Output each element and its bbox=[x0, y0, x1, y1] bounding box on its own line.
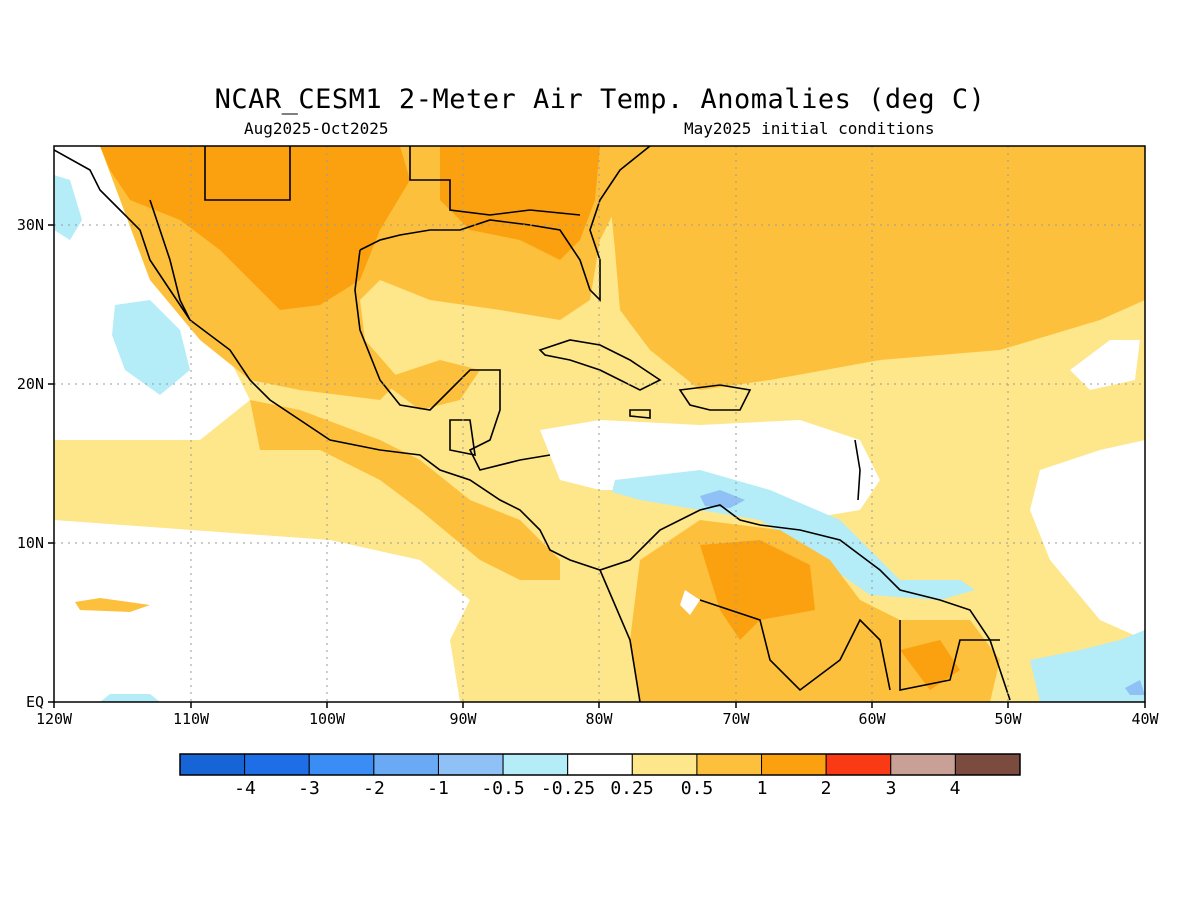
longitude-labels: 120W 110W 100W 90W 80W 70W 60W 50W 40W bbox=[36, 710, 1160, 728]
grid-lines bbox=[54, 146, 1145, 702]
colorbar-swatch bbox=[437, 753, 504, 776]
lat-label: 10N bbox=[17, 534, 44, 552]
lon-label: 50W bbox=[994, 710, 1022, 728]
lon-label: 70W bbox=[722, 710, 750, 728]
colorbar-swatch bbox=[825, 753, 892, 776]
initial-conditions: May2025 initial conditions bbox=[684, 119, 935, 138]
colorbar-label: 0.5 bbox=[681, 778, 714, 799]
colorbar-label: 3 bbox=[886, 778, 897, 799]
lon-label: 90W bbox=[449, 710, 477, 728]
colorbar-label: 1 bbox=[757, 778, 768, 799]
lon-label: 120W bbox=[36, 710, 73, 728]
colorbar-label: -4 bbox=[234, 778, 256, 799]
lon-label: 40W bbox=[1131, 710, 1159, 728]
colorbar-swatch bbox=[244, 753, 310, 776]
colorbar-label: 2 bbox=[821, 778, 832, 799]
colorbar-label: -3 bbox=[298, 778, 320, 799]
colorbar-swatch bbox=[373, 753, 439, 776]
latitude-labels: EQ 10N 20N 30N bbox=[17, 216, 44, 711]
colorbar-label: 0.25 bbox=[610, 778, 653, 799]
colorbar-swatch bbox=[696, 753, 763, 776]
anomaly-field bbox=[54, 146, 1145, 702]
colorbar-swatch bbox=[179, 753, 246, 776]
coastlines bbox=[54, 146, 1011, 702]
lat-label: 20N bbox=[17, 375, 44, 393]
colorbar-swatch bbox=[308, 753, 375, 776]
colorbar-swatch bbox=[761, 753, 827, 776]
lon-label: 60W bbox=[858, 710, 886, 728]
lon-label: 100W bbox=[309, 710, 346, 728]
colorbar-swatch bbox=[631, 753, 698, 776]
colorbar-frame bbox=[179, 753, 1021, 776]
colorbar-label: -0.5 bbox=[481, 778, 524, 799]
lon-label: 110W bbox=[173, 710, 210, 728]
colorbar-label: -1 bbox=[427, 778, 449, 799]
lat-label: 30N bbox=[17, 216, 44, 234]
colorbar-labels: -4 -3 -2 -1 -0.5 -0.25 0.25 0.5 1 2 3 4 bbox=[234, 778, 960, 799]
colorbar-swatch bbox=[890, 753, 956, 776]
colorbar-label: -0.25 bbox=[541, 778, 595, 799]
colorbar-swatches bbox=[179, 753, 1021, 776]
colorbar-label: 4 bbox=[950, 778, 961, 799]
axis-ticks bbox=[48, 224, 1146, 708]
colorbar-swatch bbox=[567, 753, 633, 776]
colorbar: -4 -3 -2 -1 -0.5 -0.25 0.25 0.5 1 2 3 4 bbox=[179, 753, 1021, 799]
colorbar-swatch bbox=[954, 753, 1021, 776]
colorbar-label: -2 bbox=[363, 778, 385, 799]
colorbar-swatch bbox=[502, 753, 569, 776]
lat-label: EQ bbox=[26, 693, 44, 711]
map-title: NCAR_CESM1 2-Meter Air Temp. Anomalies (… bbox=[214, 84, 986, 115]
forecast-period: Aug2025-Oct2025 bbox=[244, 119, 389, 138]
lon-label: 80W bbox=[585, 710, 613, 728]
